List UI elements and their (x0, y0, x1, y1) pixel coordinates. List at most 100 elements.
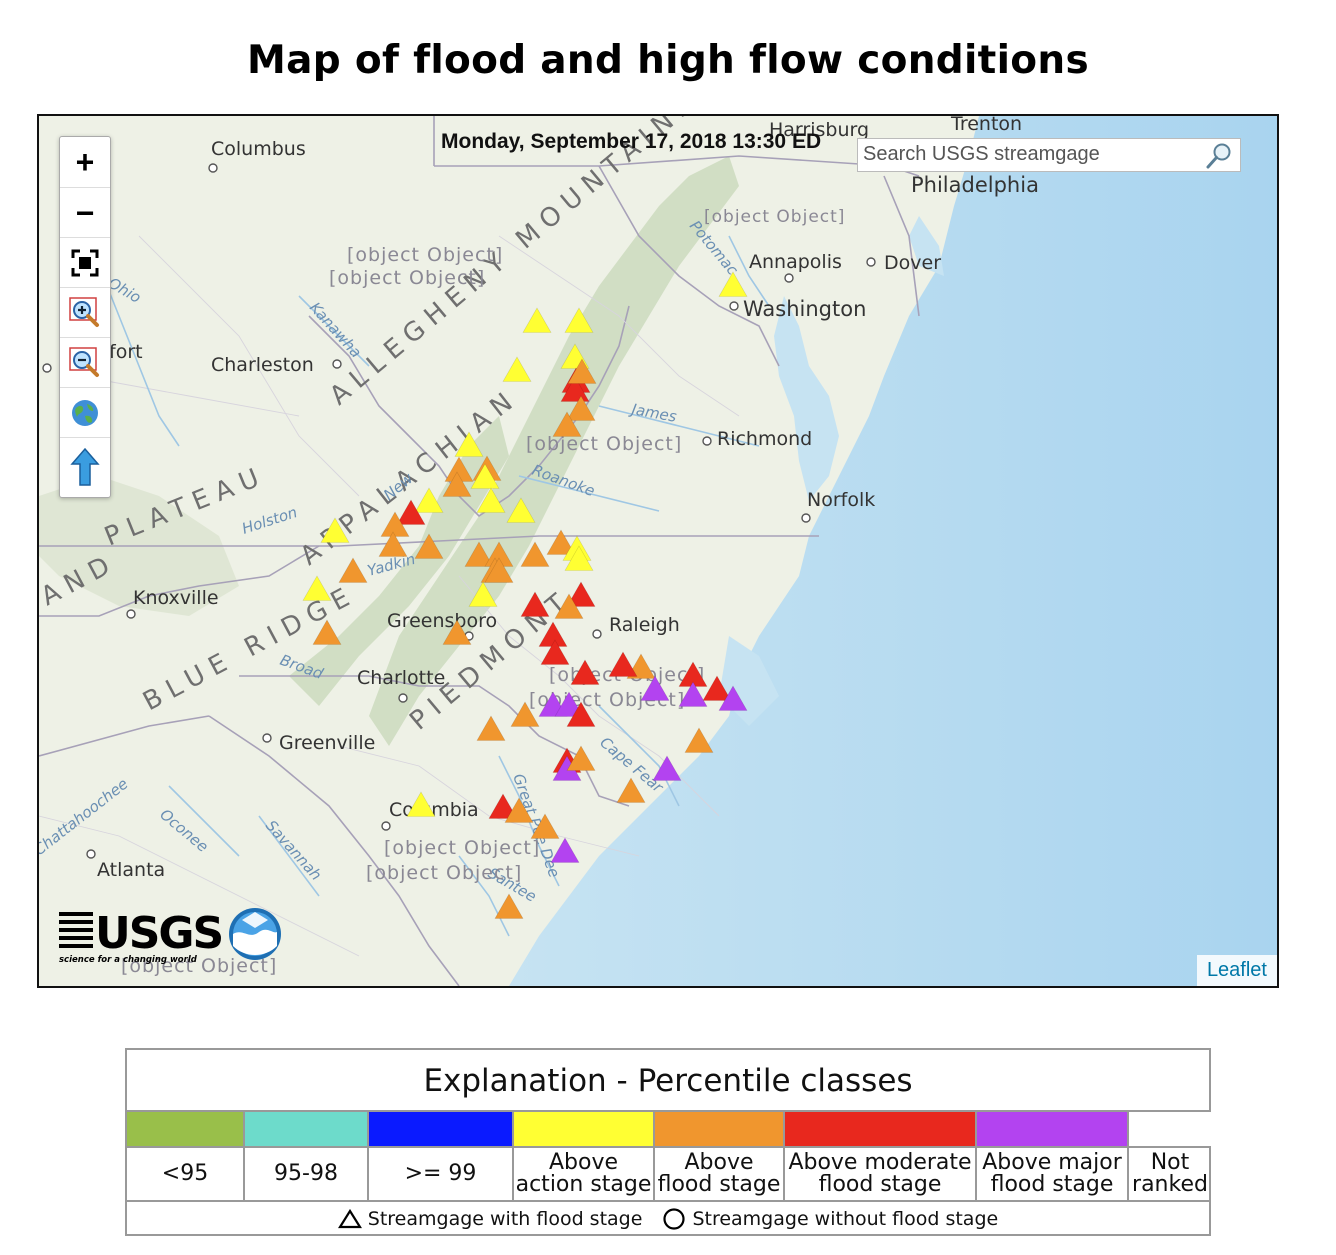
previous-extent-button[interactable] (60, 437, 110, 496)
magnifier-plus-icon (69, 297, 99, 327)
city-knoxville: Knoxville (133, 587, 219, 609)
streamgage-marker-flood[interactable] (566, 395, 596, 421)
streamgage-marker-moderate[interactable] (396, 499, 426, 525)
streamgage-marker-flood[interactable] (476, 715, 506, 741)
city-markers (42, 163, 876, 859)
legend-class-action: Above action stage (514, 1112, 655, 1200)
legend-classes: <95 95-98 >= 99 Above action stage Above… (127, 1112, 1211, 1200)
state-borders (39, 116, 920, 986)
streamgage-marker-moderate[interactable] (608, 651, 638, 677)
streamgage-marker-action[interactable] (522, 307, 552, 333)
streamgage-marker-major[interactable] (550, 837, 580, 863)
leaflet-attribution-link[interactable]: Leaflet (1196, 955, 1277, 986)
streamgage-marker-action[interactable] (564, 545, 594, 571)
streamgage-marker-action[interactable] (414, 487, 444, 513)
legend-label: Not ranked (1132, 1150, 1208, 1197)
page-title: Map of flood and high flow conditions (247, 38, 1089, 83)
full-extent-button[interactable] (60, 387, 110, 438)
streamgage-marker-flood[interactable] (566, 745, 596, 771)
city-dover: Dover (884, 252, 941, 274)
streamgage-layer[interactable] (302, 271, 748, 919)
streamgage-marker-moderate[interactable] (570, 659, 600, 685)
streamgage-marker-action[interactable] (302, 575, 332, 601)
city-annapolis: Annapolis (749, 251, 842, 273)
streamgage-marker-moderate[interactable] (540, 639, 570, 665)
streamgage-marker-moderate[interactable] (488, 793, 518, 819)
triangle-outline-icon (337, 1209, 362, 1229)
streamgage-marker-flood[interactable] (414, 533, 444, 559)
streamgage-marker-action[interactable] (470, 463, 500, 489)
streamgage-marker-flood[interactable] (554, 593, 584, 619)
state-west: [object Object] (347, 244, 503, 266)
streamgage-marker-action[interactable] (502, 356, 532, 382)
streamgage-marker-action[interactable] (320, 517, 350, 543)
streamgage-marker-flood[interactable] (442, 619, 472, 645)
streamgage-marker-flood[interactable] (442, 471, 472, 497)
search-icon[interactable] (1204, 141, 1234, 171)
streamgage-marker-major[interactable] (554, 691, 584, 717)
legend-label: Above major flood stage (982, 1150, 1122, 1197)
state-south: [object Object] (384, 837, 540, 859)
legend-class-not-ranked: Not ranked (1129, 1112, 1211, 1200)
state-virginia: [object Object] (526, 433, 682, 455)
streamgage-marker-action[interactable] (564, 307, 594, 333)
delaware-bay (909, 216, 944, 276)
zoom-out-button[interactable]: − (60, 187, 110, 238)
streamgage-marker-flood[interactable] (546, 529, 576, 555)
map-view[interactable]: ALLEGHENY MOUNTAINS APPALACHIAN PLATEAU … (37, 114, 1279, 988)
streamgage-marker-flood[interactable] (378, 531, 408, 557)
usgs-logo: USGS science for a changing world (59, 908, 224, 965)
streamgage-marker-major[interactable] (678, 681, 708, 707)
city-atlanta: Atlanta (97, 859, 165, 881)
streamgage-marker-flood[interactable] (312, 619, 342, 645)
streamgage-marker-flood[interactable] (484, 557, 514, 583)
streamgage-marker-action[interactable] (468, 581, 498, 607)
legend-swatch (655, 1112, 783, 1148)
svg-text:USGS: USGS (95, 908, 222, 959)
streamgage-marker-flood[interactable] (504, 797, 534, 823)
streamgage-marker-moderate[interactable] (702, 675, 732, 701)
streamgage-marker-flood[interactable] (338, 557, 368, 583)
legend-class-95-98: 95-98 (245, 1112, 369, 1200)
streamgage-marker-moderate[interactable] (560, 376, 590, 402)
city-greenville: Greenville (279, 732, 375, 754)
streamgage-marker-flood[interactable] (520, 541, 550, 567)
streamgage-marker-flood[interactable] (494, 893, 524, 919)
search-input[interactable] (858, 139, 1193, 169)
city-philadelphia: Philadelphia (911, 173, 1039, 197)
streamgage-marker-moderate[interactable] (520, 591, 550, 617)
city-richmond: Richmond (717, 428, 812, 450)
legend-swatch (127, 1112, 243, 1148)
basemap[interactable]: ALLEGHENY MOUNTAINS APPALACHIAN PLATEAU … (39, 116, 1277, 986)
zoom-in-button[interactable]: + (75, 143, 95, 180)
usgs-noaa-logo: USGS science for a changing world (59, 908, 281, 965)
city-columbus: Columbus (211, 138, 306, 160)
streamgage-marker-major[interactable] (718, 685, 748, 711)
streamgage-marker-major[interactable] (640, 675, 670, 701)
city-charleston: Charleston (211, 354, 314, 376)
fullscreen-button[interactable] (60, 237, 110, 288)
streamgage-marker-major[interactable] (652, 755, 682, 781)
streamgage-marker-action[interactable] (718, 271, 748, 297)
streamgage-marker-action[interactable] (454, 431, 484, 457)
streamgage-marker-flood[interactable] (567, 358, 597, 384)
streamgage-marker-flood[interactable] (552, 411, 582, 437)
streamgage-marker-flood[interactable] (684, 727, 714, 753)
streamgage-marker-flood[interactable] (510, 701, 540, 727)
box-zoom-in-button[interactable] (60, 287, 110, 338)
legend-swatch (369, 1112, 512, 1148)
city-raleigh: Raleigh (609, 614, 680, 636)
legend-footnote: Streamgage with flood stage Streamgage w… (127, 1200, 1209, 1236)
streamgage-marker-flood[interactable] (616, 777, 646, 803)
streamgage-marker-action[interactable] (476, 487, 506, 513)
streamgage-marker-moderate[interactable] (566, 581, 596, 607)
streamgage-marker-flood[interactable] (530, 813, 560, 839)
box-zoom-out-button[interactable] (60, 337, 110, 388)
streamgage-marker-flood[interactable] (464, 541, 494, 567)
streamgage-marker-moderate[interactable] (566, 701, 596, 727)
streamgage-search[interactable] (857, 138, 1241, 172)
county-lines (39, 235, 740, 957)
streamgage-marker-action[interactable] (506, 497, 536, 523)
legend-class-major: Above major flood stage (977, 1112, 1129, 1200)
streamgage-marker-action[interactable] (406, 791, 436, 817)
